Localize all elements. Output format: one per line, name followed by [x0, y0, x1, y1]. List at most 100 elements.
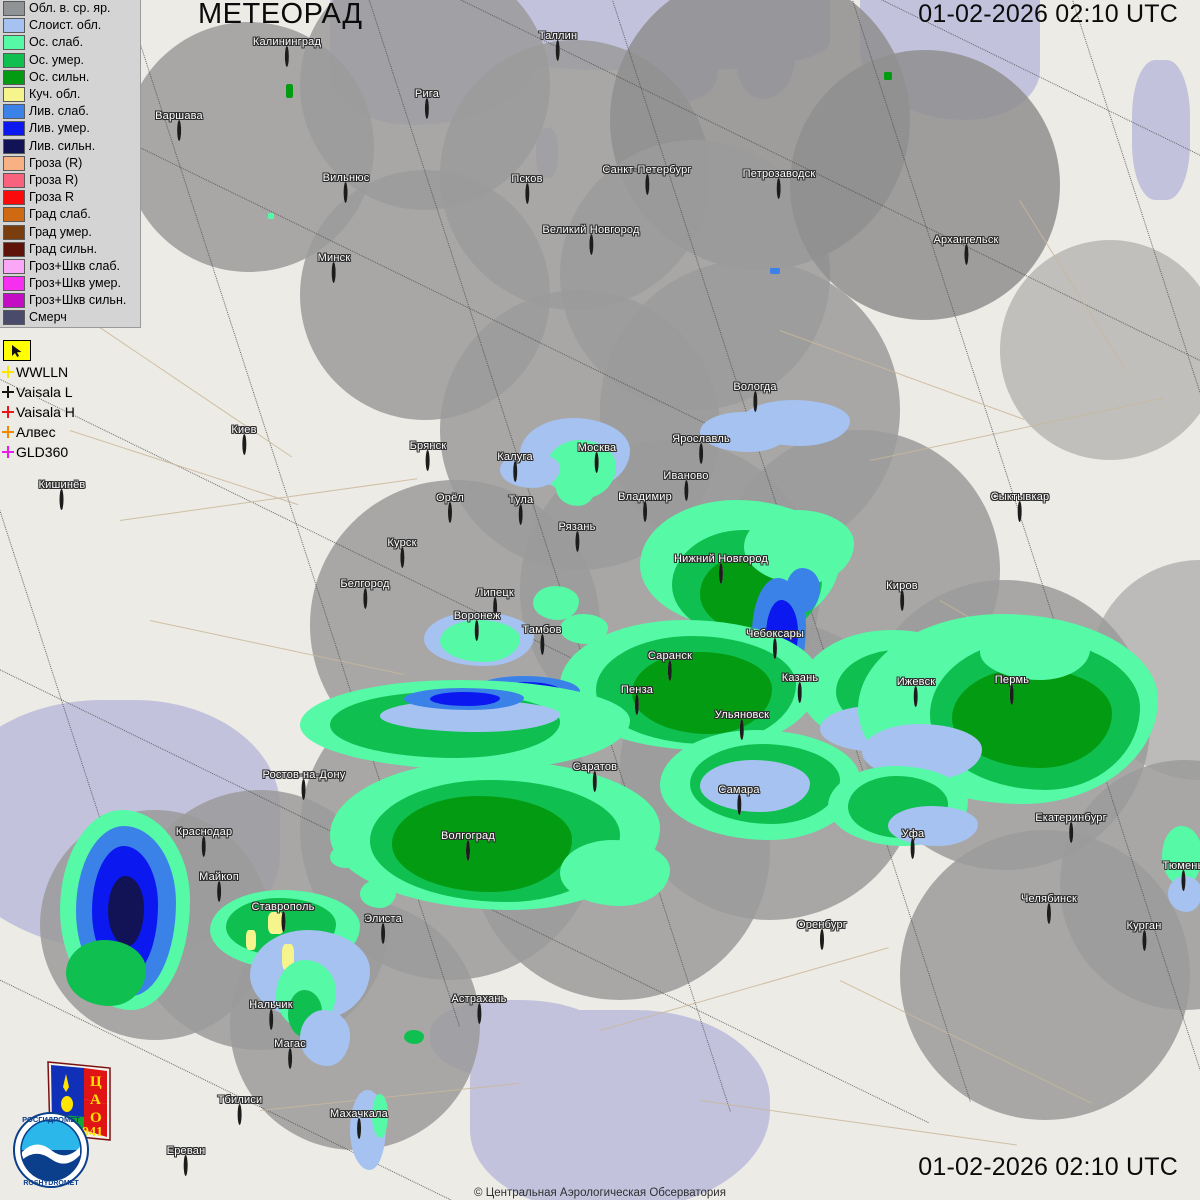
city-marker[interactable]: Махачкала	[330, 1108, 388, 1139]
legend-row[interactable]: Гроза R	[0, 189, 140, 206]
city-marker[interactable]: Таллин	[539, 30, 578, 61]
city-label: Воронеж	[453, 610, 501, 622]
legend-row[interactable]: Гроза (R)	[0, 155, 140, 172]
legend-row[interactable]: Гроза R)	[0, 172, 140, 189]
city-marker[interactable]: Магас	[274, 1038, 306, 1069]
legend-row[interactable]: Лив. слаб.	[0, 103, 140, 120]
city-marker[interactable]: Великий Новгород	[542, 224, 639, 255]
legend-row[interactable]: Гроз+Шкв слаб.	[0, 258, 140, 275]
cursor-tool-button[interactable]	[3, 340, 31, 361]
city-marker[interactable]: Чебоксары	[745, 628, 805, 659]
legend-row[interactable]: Лив. сильн.	[0, 138, 140, 155]
city-marker[interactable]: Белгород	[340, 578, 389, 609]
city-marker[interactable]: Пенза	[621, 684, 653, 715]
city-marker[interactable]: Саранск	[648, 650, 692, 681]
city-marker[interactable]: Санкт-Петербург	[602, 164, 691, 195]
legend-row[interactable]: Лив. умер.	[0, 120, 140, 137]
city-marker[interactable]: Тюмень	[1162, 860, 1200, 891]
legend-row[interactable]: Град умер.	[0, 223, 140, 240]
lightning-network-row[interactable]: Алвес	[0, 422, 75, 442]
city-marker[interactable]: Екатеринбург	[1035, 812, 1107, 843]
city-marker[interactable]: Киев	[231, 424, 256, 455]
city-marker[interactable]: Петрозаводск	[743, 168, 816, 199]
city-marker[interactable]: Минск	[318, 252, 351, 283]
city-marker[interactable]: Кишинёв	[39, 479, 86, 510]
city-label: Нальчик	[249, 999, 293, 1011]
city-dot-icon	[914, 686, 918, 707]
city-marker[interactable]: Самара	[718, 784, 759, 815]
legend-label: Град слаб.	[29, 207, 91, 222]
city-marker[interactable]: Курск	[387, 537, 417, 568]
city-marker[interactable]: Вильнюс	[323, 172, 370, 203]
city-label: Варшава	[155, 110, 203, 122]
city-dot-icon	[555, 40, 560, 61]
echo-heavy-precip	[632, 652, 772, 734]
city-label: Махачкала	[330, 1108, 388, 1120]
city-marker[interactable]: Оренбург	[797, 919, 847, 950]
echo-light-precip	[404, 1030, 424, 1044]
legend-row[interactable]: Ос. слаб.	[0, 34, 140, 51]
city-marker[interactable]: Уфа	[902, 828, 925, 859]
legend-row[interactable]: Смерч	[0, 309, 140, 326]
city-marker[interactable]: Нижний Новгород	[674, 553, 768, 584]
legend-row[interactable]: Обл. в. ср. яр.	[0, 0, 140, 17]
city-marker[interactable]: Тбилиси	[218, 1094, 263, 1125]
legend-row[interactable]: Гроз+Шкв сильн.	[0, 292, 140, 309]
city-marker[interactable]: Рязань	[558, 521, 595, 552]
city-marker[interactable]: Тула	[509, 494, 534, 525]
legend-row[interactable]: Ос. сильн.	[0, 69, 140, 86]
city-marker[interactable]: Ереван	[167, 1145, 206, 1176]
city-marker[interactable]: Пермь	[994, 674, 1030, 705]
city-marker[interactable]: Нальчик	[249, 999, 293, 1030]
city-label: Пермь	[994, 674, 1030, 686]
city-marker[interactable]: Брянск	[410, 440, 447, 471]
legend-row[interactable]: Град сильн.	[0, 241, 140, 258]
city-label: Курск	[387, 537, 417, 549]
city-marker[interactable]: Калуга	[497, 451, 533, 482]
city-marker[interactable]: Ставрополь	[251, 901, 314, 932]
lightning-network-legend[interactable]: WWLLN Vaisala L Vaisala H Алвес GLD360	[0, 362, 75, 462]
city-marker[interactable]: Краснодар	[176, 826, 233, 857]
city-marker[interactable]: Сыктывкар	[991, 491, 1050, 522]
city-marker[interactable]: Воронеж	[453, 610, 501, 641]
city-marker[interactable]: Липецк	[476, 587, 514, 618]
legend-row[interactable]: Град слаб.	[0, 206, 140, 223]
lightning-network-row[interactable]: WWLLN	[0, 362, 75, 382]
lightning-network-row[interactable]: Vaisala L	[0, 382, 75, 402]
city-dot-icon	[202, 836, 206, 857]
city-marker[interactable]: Майкоп	[199, 871, 239, 902]
legend-color-swatch	[3, 87, 25, 103]
city-marker[interactable]: Рига	[415, 88, 439, 119]
legend-row[interactable]: Гроз+Шкв умер.	[0, 275, 140, 292]
city-marker[interactable]: Вологда	[733, 381, 776, 412]
city-marker[interactable]: Варшава	[155, 110, 203, 141]
city-marker[interactable]: Владимир	[618, 491, 672, 522]
city-marker[interactable]: Астрахань	[451, 993, 506, 1024]
city-marker[interactable]: Иваново	[663, 470, 708, 501]
city-marker[interactable]: Элиста	[364, 913, 402, 944]
city-marker[interactable]: Калининград	[253, 36, 321, 67]
legend-row[interactable]: Ос. умер.	[0, 52, 140, 69]
city-marker[interactable]: Ростов-на-Дону	[263, 769, 346, 800]
city-marker[interactable]: Москва	[578, 442, 617, 473]
city-marker[interactable]: Казань	[782, 672, 819, 703]
city-marker[interactable]: Волгоград	[441, 830, 495, 861]
city-marker[interactable]: Псков	[511, 173, 542, 204]
city-marker[interactable]: Ульяновск	[715, 709, 769, 740]
intensity-legend[interactable]: Обл. в. ср. яр. Слоист. обл. Ос. слаб. Ос. …	[0, 0, 141, 328]
legend-row[interactable]: Куч. обл.	[0, 86, 140, 103]
city-marker[interactable]: Челябинск	[1021, 893, 1077, 924]
legend-row[interactable]: Слоист. обл.	[0, 17, 140, 34]
lightning-network-row[interactable]: GLD360	[0, 442, 75, 462]
city-marker[interactable]: Курган	[1126, 920, 1161, 951]
city-marker[interactable]: Тамбов	[522, 624, 561, 655]
city-marker[interactable]: Ярославль	[672, 433, 730, 464]
city-marker[interactable]: Архангельск	[933, 234, 998, 265]
city-marker[interactable]: Орёл	[436, 492, 464, 523]
city-marker[interactable]: Ижевск	[897, 676, 936, 707]
city-marker[interactable]: Саратов	[573, 761, 617, 792]
city-marker[interactable]: Киров	[886, 580, 918, 611]
city-dot-icon	[776, 178, 781, 199]
city-label: Чебоксары	[745, 628, 805, 640]
lightning-network-row[interactable]: Vaisala H	[0, 402, 75, 422]
